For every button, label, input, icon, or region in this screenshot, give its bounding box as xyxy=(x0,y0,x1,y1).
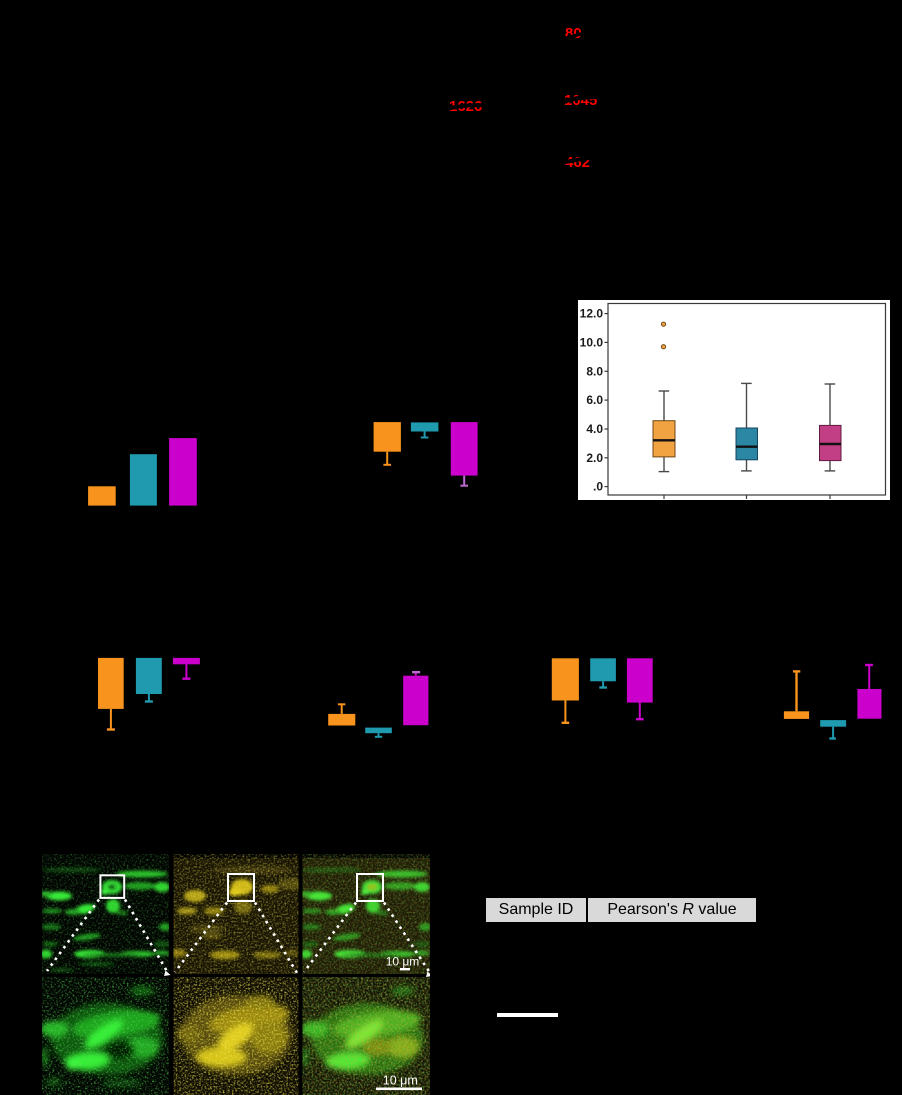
svg-text:10 μm: 10 μm xyxy=(383,1074,418,1088)
svg-text:6.0: 6.0 xyxy=(586,393,603,407)
svg-text:2.0: 2.0 xyxy=(586,451,603,465)
svg-text:.0: .0 xyxy=(593,480,603,494)
svg-text:12.0: 12.0 xyxy=(580,307,604,321)
svg-text:4.0: 4.0 xyxy=(586,422,603,436)
svg-text:10.0: 10.0 xyxy=(580,335,604,349)
svg-text:8.0: 8.0 xyxy=(586,364,603,378)
svg-text:10 μm: 10 μm xyxy=(386,954,420,968)
